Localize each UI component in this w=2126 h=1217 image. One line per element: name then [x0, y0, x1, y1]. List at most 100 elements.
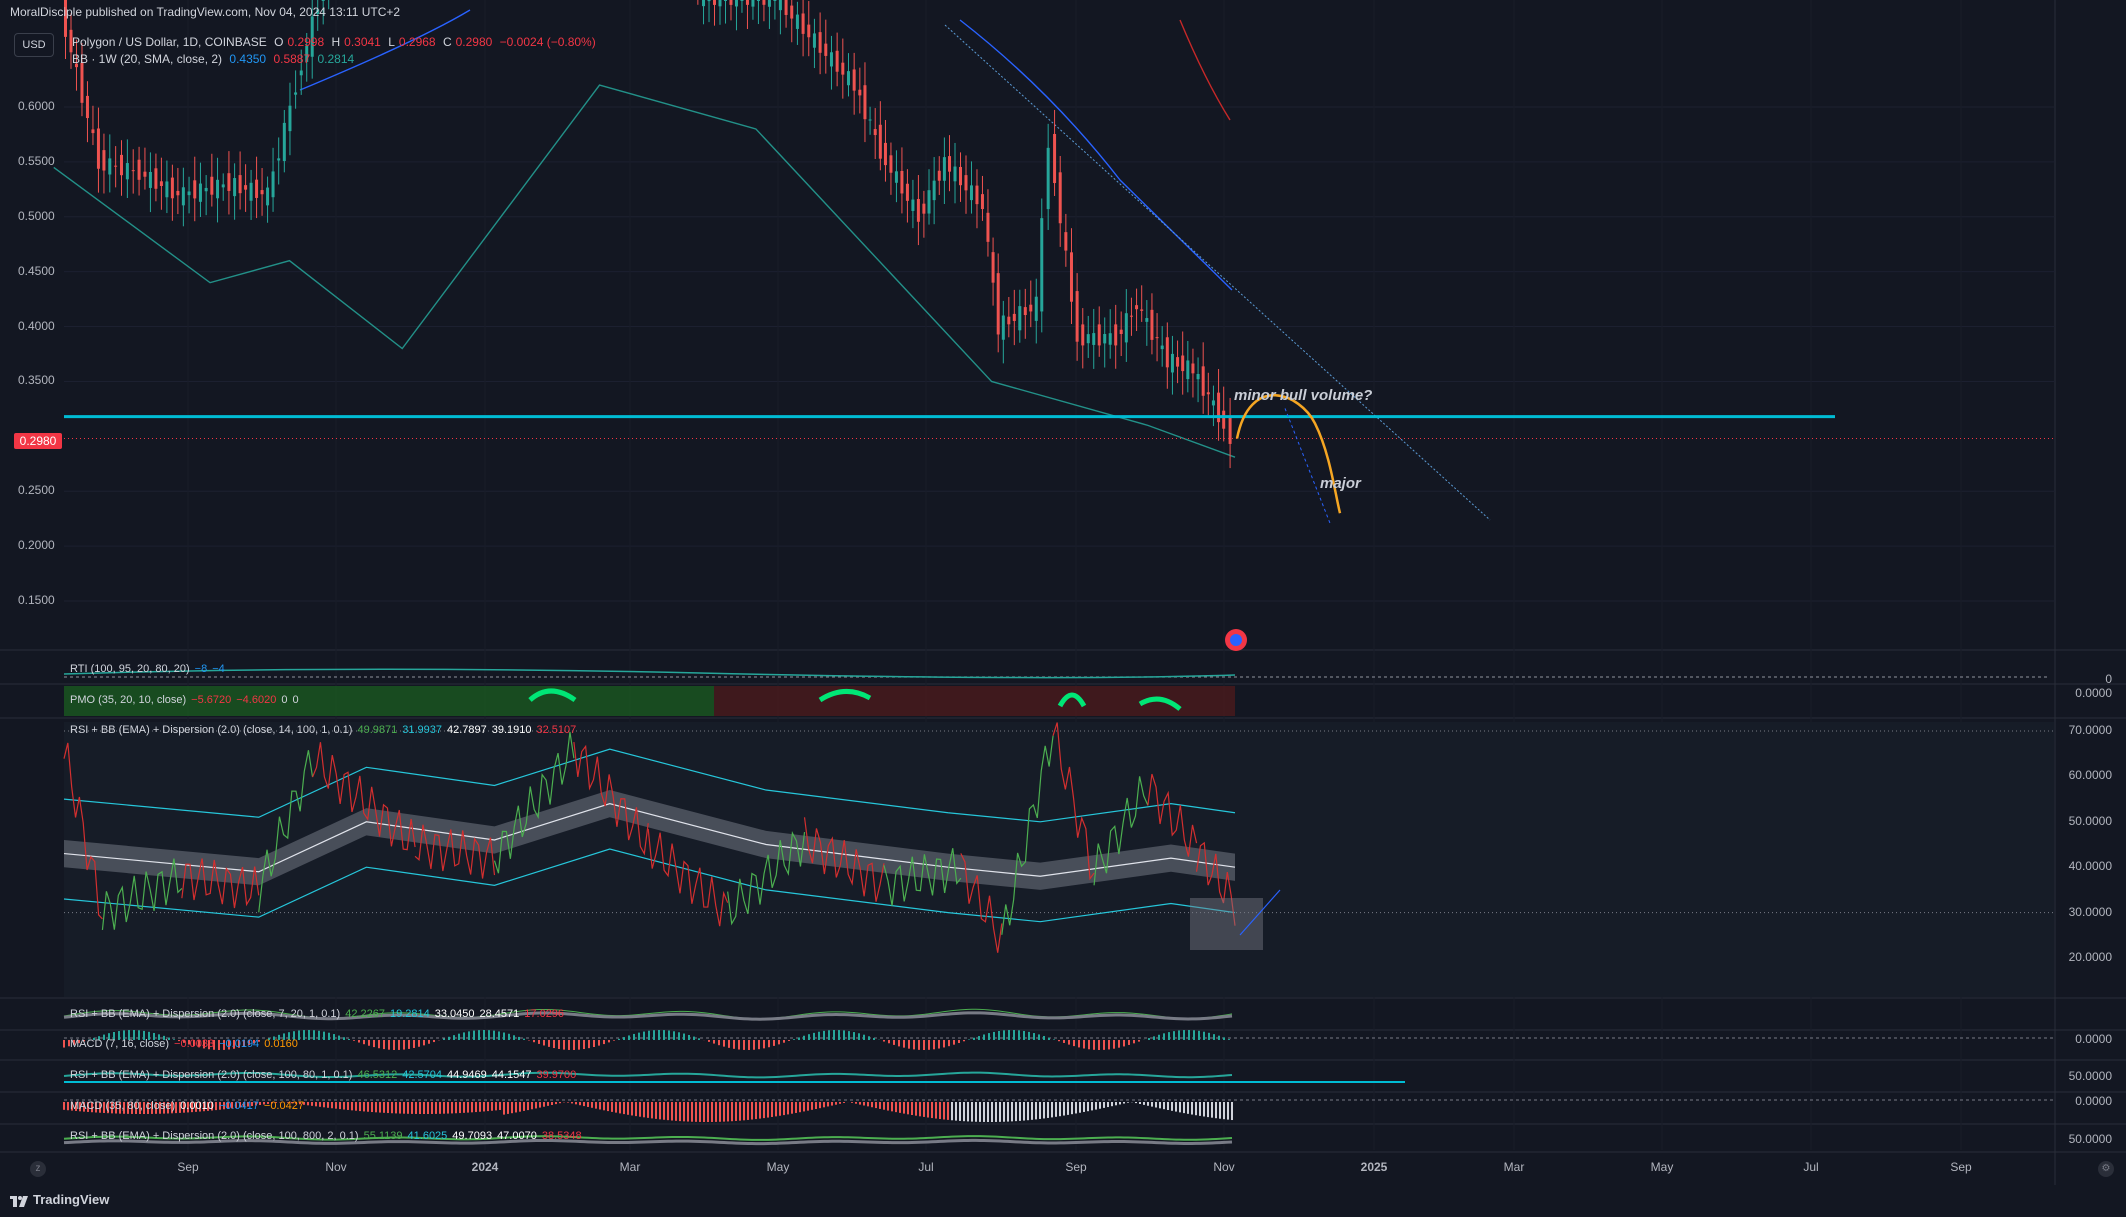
rsi-series: [63, 742, 103, 920]
rsi-series: [573, 741, 649, 856]
time-tick-label: Jul: [918, 1160, 934, 1174]
candle-body: [905, 183, 909, 201]
candle-body: [310, 16, 314, 57]
candle-body: [1018, 306, 1022, 331]
time-tick-label: May: [1650, 1160, 1674, 1174]
rsi-series: [258, 750, 314, 913]
chart-settings-button[interactable]: ⚙: [2098, 1161, 2114, 1177]
rsi-tick-label: 60.0000: [2068, 768, 2112, 783]
trend-line: [944, 24, 1491, 521]
candle-body: [980, 194, 984, 210]
candle-body: [210, 176, 214, 195]
candle-body: [1097, 324, 1101, 346]
currency-button[interactable]: USD: [14, 33, 54, 57]
candle-body: [932, 180, 936, 201]
candle-body: [1150, 309, 1154, 340]
candle-body: [305, 45, 309, 62]
zoom-reset-button[interactable]: z: [30, 1161, 46, 1177]
candle-body: [294, 92, 298, 95]
candle-body: [216, 179, 220, 199]
candle-body: [900, 170, 904, 194]
candle-body: [165, 181, 169, 198]
candle-body: [1124, 313, 1128, 343]
rsi4-axis-label: 50.0000: [2068, 1132, 2112, 1146]
candle-body: [916, 199, 920, 222]
rsi-series: [883, 848, 962, 906]
candle-body: [288, 105, 292, 132]
bb-lower-band: [53, 84, 1236, 458]
rsi4-band: [63, 1138, 1233, 1146]
candle-body: [198, 183, 202, 202]
candle-body: [187, 191, 191, 196]
candle-body: [964, 175, 968, 191]
candle-body: [69, 29, 73, 53]
candle-body: [922, 203, 926, 214]
candle-body: [734, 0, 738, 7]
time-tick-label: Mar: [1503, 1160, 1525, 1174]
macd2-axis-label: 0.0000: [2075, 1094, 2112, 1108]
rsi-series: [1195, 841, 1236, 926]
candle-body: [713, 0, 717, 5]
candle-body: [1046, 147, 1050, 210]
time-tick-label: 2025: [1360, 1160, 1388, 1174]
symbol-legend: Polygon / US Dollar, 1D, COINBASE O 0.299…: [72, 35, 596, 49]
candle-body: [718, 0, 722, 7]
price-tick-label: 0.2500: [18, 483, 55, 498]
rsi2-band: [63, 1011, 1233, 1021]
candle-body: [1086, 334, 1090, 344]
tradingview-icon: [10, 1195, 28, 1208]
candle-body: [829, 52, 833, 67]
candle-body: [260, 190, 264, 195]
macd1-legend: MACD (7, 16, close) −0.0033 −0.0194 0.0160: [70, 1038, 298, 1050]
time-tick-label: Nov: [1213, 1160, 1235, 1174]
rsi-series: [101, 858, 183, 930]
candle-body: [244, 185, 248, 190]
candle-body: [745, 0, 749, 5]
rsi-series: [727, 831, 806, 926]
candle-body: [894, 171, 898, 183]
price-change: −0.0024 (−0.80%): [499, 35, 596, 49]
bb-basis-line: [299, 9, 471, 91]
candle-body: [846, 71, 850, 86]
bb-basis-line: [959, 19, 1233, 291]
candle-body: [975, 185, 979, 205]
candle-body: [778, 0, 782, 11]
candle-body: [767, 0, 771, 7]
rsi-basis-line: [63, 803, 1236, 877]
candle-body: [863, 85, 867, 120]
candle-body: [1053, 133, 1057, 184]
candle-body: [1034, 296, 1038, 321]
rti-series: [63, 668, 1236, 679]
rsi-series: [493, 731, 575, 874]
rsi-series: [647, 828, 729, 927]
candle-body: [723, 0, 727, 1]
macd2-legend: MACD (35, 80, close) 0.0010 −0.0417 −0.0427: [70, 1100, 304, 1112]
candle-body: [221, 184, 225, 188]
candle-body: [1165, 337, 1169, 368]
pmo-axis-label: 0.0000: [2075, 686, 2112, 700]
candle-body: [282, 122, 286, 162]
candle-body: [878, 124, 882, 159]
highlight-box: [1190, 898, 1263, 950]
bb-legend: BB · 1W (20, SMA, close, 2) 0.4350 0.588…: [72, 52, 355, 66]
candle-body: [795, 14, 799, 29]
candle-body: [148, 171, 152, 188]
candle-body: [1228, 417, 1232, 444]
bb-upper-band: [1179, 19, 1231, 121]
price-tick-label: 0.6000: [18, 99, 55, 113]
time-tick-label: Nov: [325, 1160, 347, 1174]
candle-body: [85, 95, 89, 119]
candle-body: [249, 182, 253, 201]
candle-body: [790, 5, 794, 19]
time-tick-label: Sep: [1950, 1160, 1972, 1174]
candle-body: [953, 166, 957, 182]
candle-body: [818, 32, 822, 53]
price-tick-label: 0.5000: [18, 208, 55, 223]
candle-body: [181, 187, 185, 206]
candle-body: [1064, 232, 1068, 251]
candle-body: [852, 69, 856, 91]
publisher-header: MoralDisciple published on TradingView.c…: [10, 5, 401, 19]
candle-body: [889, 155, 893, 173]
symbol-name: Polygon / US Dollar, 1D, COINBASE: [72, 35, 267, 49]
candle-body: [756, 0, 760, 1]
